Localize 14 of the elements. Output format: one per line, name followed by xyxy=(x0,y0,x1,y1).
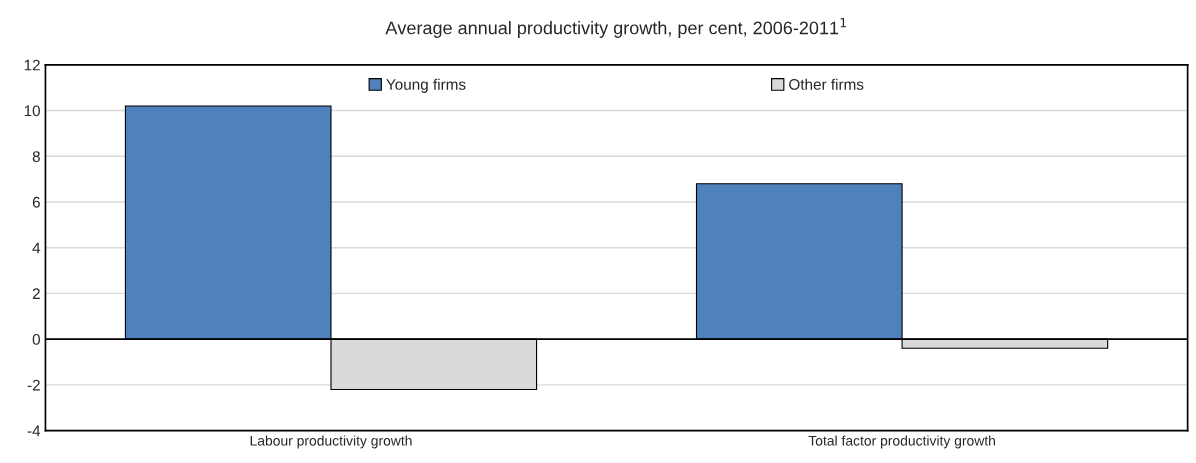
x-tick-label: Labour productivity growth xyxy=(250,435,412,449)
legend-label: Other firms xyxy=(789,78,864,90)
x-tick-label: Total factor productivity growth xyxy=(808,435,995,449)
y-tick-label: 6 xyxy=(32,196,40,208)
y-tick-label: 8 xyxy=(32,151,40,162)
y-tick-label: 0 xyxy=(32,334,40,345)
y-tick-label: 2 xyxy=(32,288,40,299)
y-tick-label: 12 xyxy=(24,59,40,71)
y-tick-label: -4 xyxy=(27,425,41,437)
y-tick-label: 4 xyxy=(32,242,41,254)
y-tick-label: 10 xyxy=(24,105,40,117)
y-tick-label: -2 xyxy=(27,379,40,391)
chart-title: Average annual productivity growth, per cent, 2006-2011$^{1}$ xyxy=(385,18,847,38)
legend-label: Young firms xyxy=(386,78,466,93)
